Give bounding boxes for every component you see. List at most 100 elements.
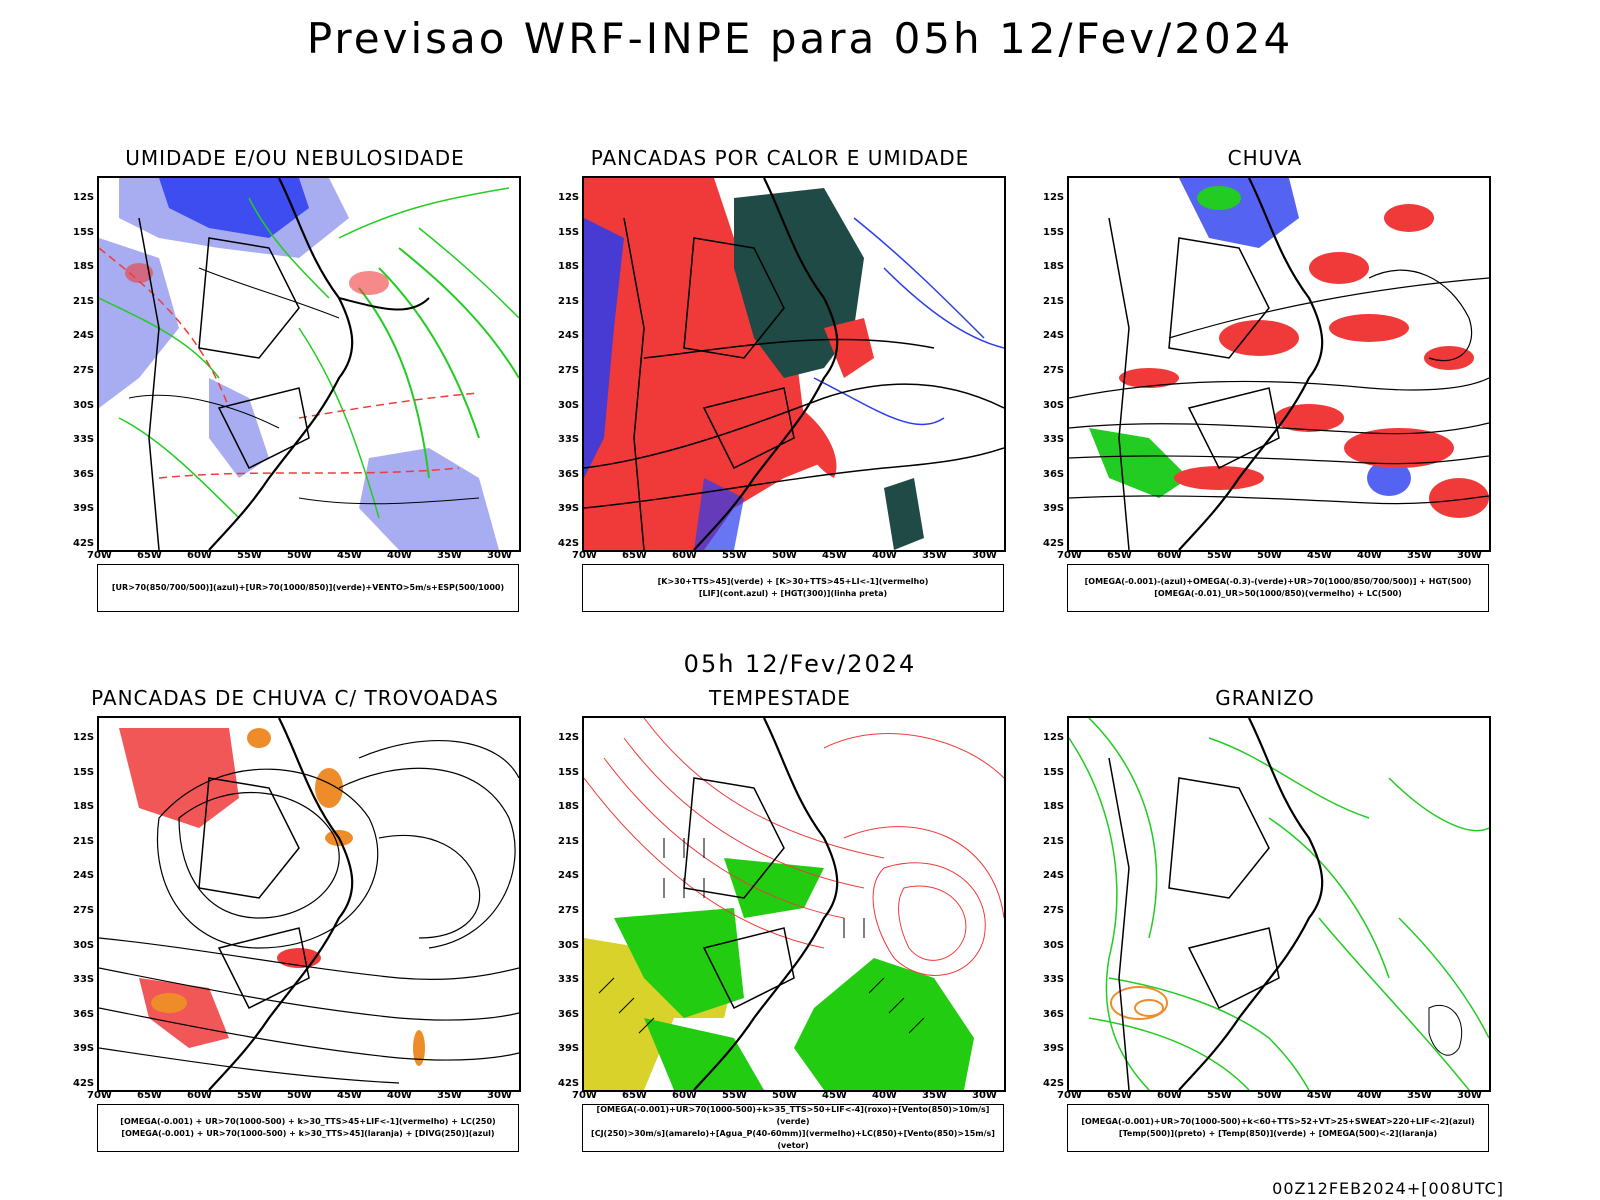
lon-tick-label: 60W — [187, 550, 212, 561]
lat-tick-label: 24S — [558, 870, 580, 882]
lat-tick-label: 42S — [1043, 538, 1065, 549]
lon-tick-label: 70W — [1057, 550, 1082, 561]
lon-tick-label: 55W — [1207, 1090, 1232, 1101]
lon-tick-label: 70W — [572, 1090, 597, 1101]
lon-tick-label: 40W — [872, 1090, 897, 1101]
lat-tick-label: 27S — [1043, 905, 1065, 916]
lat-tick-label: 27S — [73, 365, 95, 376]
legend-line: [OMEGA(-0.001)-(azul)+OMEGA(-0.3)-(verde… — [1084, 577, 1472, 586]
lat-tick-label: 30S — [1043, 939, 1065, 951]
legend-line: [OMEGA(-0.001)+UR>70(1000-500)+k<60+TTS>… — [1081, 1117, 1475, 1126]
legend-line: [OMEGA(-0.001) + UR>70(1000-500) + k>30_… — [121, 1129, 495, 1138]
lon-tick-label: 65W — [137, 550, 162, 561]
lon-tick-label: 65W — [622, 550, 647, 561]
lon-tick-label: 70W — [87, 1090, 112, 1101]
map-layer — [99, 718, 519, 1090]
map-layer — [584, 718, 1004, 1090]
panel-tempestade: TEMPESTADE — [545, 686, 1015, 1196]
lat-tick-label: 39S — [1043, 1043, 1065, 1055]
lon-tick-label: 45W — [822, 1090, 847, 1101]
lon-tick-label: 55W — [1207, 550, 1232, 561]
panel-umidade: UMIDADE E/OU NEBULOSIDADE — [60, 146, 530, 656]
map-layer — [1069, 178, 1489, 550]
lat-tick-label: 27S — [73, 905, 95, 916]
lon-tick-label: 40W — [872, 550, 897, 561]
lon-tick-label: 35W — [437, 550, 462, 561]
lat-tick-label: 15S — [558, 226, 580, 238]
legend-line: [OMEGA(-0.01)_UR>50(1000/850)(vermelho) … — [1154, 589, 1402, 598]
map-pancadas-calor — [582, 176, 1006, 552]
legend-line: [K>30+TTS>45](verde) + [K>30+TTS>45+LI<-… — [657, 577, 929, 586]
lon-tick-label: 65W — [622, 1090, 647, 1101]
panel-title: PANCADAS POR CALOR E UMIDADE — [590, 146, 970, 170]
lat-tick-label: 39S — [73, 1043, 95, 1055]
lon-tick-label: 30W — [972, 550, 997, 561]
lat-tick-label: 39S — [558, 503, 580, 515]
lat-tick-label: 30S — [1043, 399, 1065, 411]
lat-tick-label: 18S — [73, 801, 95, 813]
lon-tick-label: 65W — [1107, 550, 1132, 561]
lat-tick-label: 12S — [1043, 192, 1065, 203]
lon-tick-label: 30W — [1457, 550, 1482, 561]
lat-tick-label: 12S — [73, 732, 95, 743]
lat-tick-label: 42S — [558, 538, 580, 549]
lat-tick-label: 18S — [558, 801, 580, 813]
panel-legend: [K>30+TTS>45](verde) + [K>30+TTS>45+LI<-… — [582, 564, 1004, 612]
lon-tick-label: 50W — [287, 1090, 312, 1101]
lat-tick-label: 12S — [558, 192, 580, 203]
lon-tick-label: 50W — [1257, 550, 1282, 561]
lat-tick-label: 24S — [558, 330, 580, 342]
lon-tick-label: 45W — [337, 1090, 362, 1101]
legend-line: [Temp(500)](preto) + [Temp(850)](verde) … — [1118, 1129, 1438, 1138]
lon-tick-label: 55W — [237, 1090, 262, 1101]
lon-tick-label: 70W — [572, 550, 597, 561]
lon-tick-label: 55W — [237, 550, 262, 561]
lat-tick-label: 18S — [73, 261, 95, 273]
lat-tick-label: 36S — [558, 468, 580, 480]
lon-tick-label: 35W — [922, 550, 947, 561]
panel-legend: [OMEGA(-0.001)+UR>70(1000-500)+k<60+TTS>… — [1067, 1104, 1489, 1152]
lat-tick-label: 36S — [558, 1008, 580, 1020]
lat-tick-label: 15S — [1043, 766, 1065, 778]
legend-line: [UR>70(850/700/500)](azul)+[UR>70(1000/8… — [111, 583, 505, 592]
lon-tick-label: 45W — [1307, 550, 1332, 561]
lat-tick-label: 39S — [558, 1043, 580, 1055]
lon-tick-label: 40W — [387, 550, 412, 561]
lat-tick-label: 24S — [73, 330, 95, 342]
map-tempestade — [582, 716, 1006, 1092]
lat-tick-label: 15S — [558, 766, 580, 778]
lat-tick-label: 21S — [73, 295, 95, 307]
lat-tick-label: 24S — [1043, 330, 1065, 342]
lat-tick-label: 18S — [1043, 801, 1065, 813]
lat-tick-label: 30S — [73, 399, 95, 411]
lat-tick-label: 12S — [73, 192, 95, 203]
lat-tick-label: 27S — [1043, 365, 1065, 376]
lat-tick-label: 21S — [73, 835, 95, 847]
lon-tick-label: 45W — [337, 550, 362, 561]
lon-tick-label: 55W — [722, 550, 747, 561]
lat-tick-label: 42S — [73, 538, 95, 549]
panel-title: GRANIZO — [1215, 686, 1315, 710]
lon-tick-label: 50W — [1257, 1090, 1282, 1101]
legend-line: [LIF](cont.azul) + [HGT(300)](linha pret… — [698, 589, 888, 598]
lat-tick-label: 33S — [558, 434, 580, 446]
panel-title: TEMPESTADE — [709, 686, 851, 710]
lon-tick-label: 30W — [972, 1090, 997, 1101]
lon-tick-label: 60W — [672, 1090, 697, 1101]
lat-tick-label: 24S — [1043, 870, 1065, 882]
lon-tick-label: 55W — [722, 1090, 747, 1101]
map-layer — [584, 178, 1004, 550]
lat-tick-label: 33S — [558, 974, 580, 986]
lon-tick-label: 35W — [1407, 550, 1432, 561]
subtitle-date: 05h 12/Fev/2024 — [683, 650, 917, 678]
lat-tick-label: 42S — [1043, 1078, 1065, 1089]
lat-tick-label: 15S — [73, 766, 95, 778]
map-umidade — [97, 176, 521, 552]
lon-tick-label: 35W — [922, 1090, 947, 1101]
lat-tick-label: 18S — [558, 261, 580, 273]
lat-tick-label: 42S — [558, 1078, 580, 1089]
lat-tick-label: 39S — [73, 503, 95, 515]
lon-tick-label: 50W — [772, 550, 797, 561]
footer-run-info: 00Z12FEB2024+[008UTC] — [1272, 1179, 1504, 1198]
lat-tick-label: 30S — [558, 939, 580, 951]
